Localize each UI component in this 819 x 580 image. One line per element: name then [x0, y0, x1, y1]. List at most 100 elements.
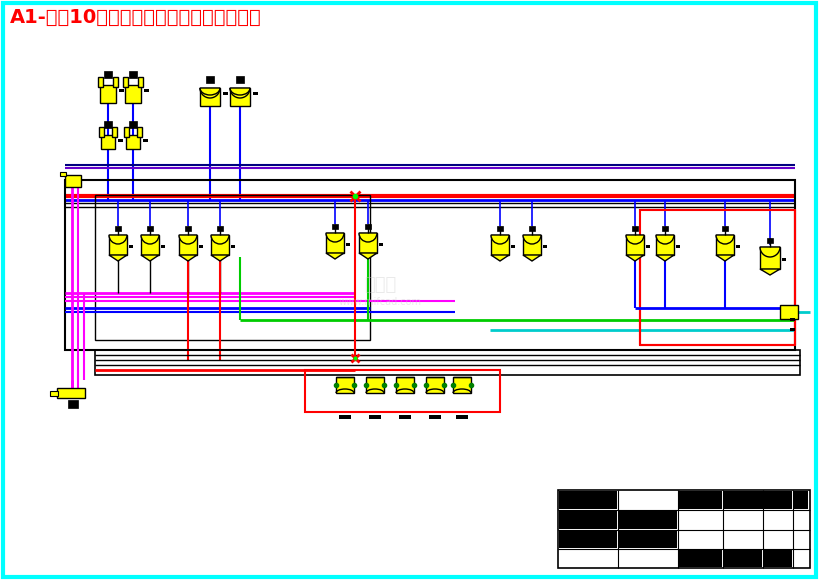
Bar	[724, 491, 792, 509]
Wedge shape	[626, 235, 644, 244]
Wedge shape	[326, 233, 344, 242]
Bar	[223, 92, 228, 95]
Bar	[57, 388, 85, 398]
Wedge shape	[200, 88, 220, 98]
Bar	[60, 172, 66, 176]
Bar	[129, 71, 137, 78]
Bar	[99, 127, 104, 137]
Polygon shape	[211, 255, 229, 261]
Bar	[676, 245, 680, 248]
Wedge shape	[211, 235, 229, 244]
Bar	[632, 226, 638, 231]
Bar	[68, 400, 78, 408]
Bar	[626, 235, 644, 255]
Bar	[231, 245, 235, 248]
Bar	[453, 377, 471, 393]
Polygon shape	[626, 255, 644, 261]
Bar	[147, 226, 153, 231]
Bar	[679, 491, 722, 509]
Bar	[95, 350, 800, 375]
Bar	[109, 235, 127, 255]
Text: www.mifcad.com: www.mifcad.com	[338, 297, 422, 307]
Bar	[336, 377, 354, 393]
Wedge shape	[230, 88, 250, 98]
Bar	[253, 92, 258, 95]
Bar	[138, 77, 143, 87]
Bar	[497, 226, 503, 231]
Bar	[124, 127, 129, 137]
Bar	[736, 245, 740, 248]
Bar	[456, 415, 468, 419]
Bar	[365, 224, 371, 229]
Bar	[100, 85, 116, 103]
Wedge shape	[523, 235, 541, 244]
Bar	[511, 245, 515, 248]
Bar	[236, 76, 244, 83]
Bar	[429, 415, 441, 419]
Bar	[161, 245, 165, 248]
Bar	[543, 245, 547, 248]
Bar	[359, 233, 377, 253]
Bar	[529, 226, 535, 231]
Bar	[50, 391, 58, 396]
Bar	[559, 531, 617, 548]
Wedge shape	[491, 235, 509, 244]
Bar	[129, 245, 133, 248]
Bar	[101, 135, 115, 149]
Bar	[619, 531, 677, 548]
Bar	[230, 88, 250, 106]
Bar	[137, 127, 142, 137]
Bar	[716, 235, 734, 255]
Bar	[65, 180, 795, 350]
Polygon shape	[179, 255, 197, 261]
Bar	[200, 88, 220, 106]
Bar	[65, 175, 81, 187]
Bar	[782, 258, 786, 261]
Bar	[305, 370, 500, 412]
Bar	[640, 210, 795, 345]
Bar	[217, 226, 223, 231]
Bar	[724, 550, 762, 567]
Bar	[332, 224, 338, 229]
Wedge shape	[109, 235, 127, 244]
Bar	[326, 233, 344, 253]
Bar	[119, 89, 124, 92]
Bar	[399, 415, 411, 419]
Bar	[426, 377, 444, 393]
Bar	[794, 491, 808, 509]
Polygon shape	[523, 255, 541, 261]
Polygon shape	[359, 253, 377, 259]
Bar	[104, 121, 112, 128]
Bar	[185, 226, 191, 231]
Bar	[346, 243, 350, 246]
Bar	[112, 127, 117, 137]
Bar	[646, 245, 650, 248]
Bar	[619, 511, 677, 529]
Bar	[126, 135, 140, 149]
Bar	[366, 377, 384, 393]
Bar	[115, 226, 121, 231]
Wedge shape	[716, 235, 734, 244]
Bar	[396, 377, 414, 393]
Wedge shape	[141, 235, 159, 244]
Bar	[179, 235, 197, 255]
Polygon shape	[716, 255, 734, 261]
Bar	[118, 139, 123, 142]
Bar	[141, 235, 159, 255]
Bar	[143, 139, 148, 142]
Text: A1-年产10万吨啤酒厂糖化车间工艺流程图: A1-年产10万吨啤酒厂糖化车间工艺流程图	[10, 8, 262, 27]
Bar	[523, 235, 541, 255]
Polygon shape	[326, 253, 344, 259]
Bar	[144, 89, 149, 92]
Wedge shape	[179, 235, 197, 244]
Wedge shape	[656, 235, 674, 244]
Wedge shape	[359, 233, 377, 242]
Bar	[98, 77, 103, 87]
Bar	[113, 77, 118, 87]
Bar	[559, 491, 617, 509]
Bar	[764, 550, 792, 567]
Bar	[780, 305, 798, 319]
Bar	[369, 415, 381, 419]
Polygon shape	[656, 255, 674, 261]
Polygon shape	[109, 255, 127, 261]
